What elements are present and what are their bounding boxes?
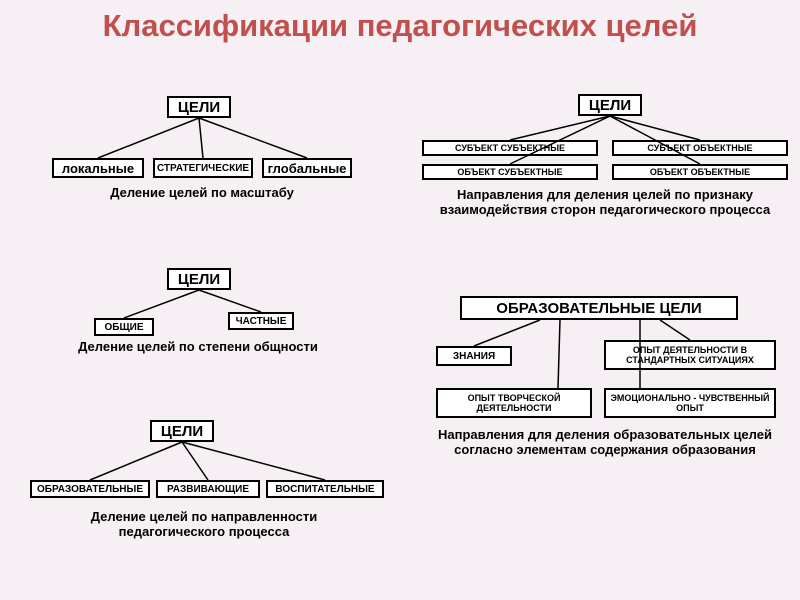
b2-caption: Направления для деления целей по признак… — [420, 188, 790, 218]
b5-child-0: ОБРАЗОВАТЕЛЬНЫЕ — [30, 480, 150, 498]
b1-root: ЦЕЛИ — [167, 96, 231, 118]
page-title: Классификации педагогических целей — [0, 0, 800, 44]
b2-child-2: ОБЪЕКТ СУБЪЕКТНЫЕ — [422, 164, 598, 180]
b4-root: ОБРАЗОВАТЕЛЬНЫЕ ЦЕЛИ — [460, 296, 738, 320]
b3-root: ЦЕЛИ — [167, 268, 231, 290]
b5-root: ЦЕЛИ — [150, 420, 214, 442]
b4-child-2: ОПЫТ ТВОРЧЕСКОЙ ДЕЯТЕЛЬНОСТИ — [436, 388, 592, 418]
b4-caption: Направления для деления образовательных … — [430, 428, 780, 458]
b1-child-1: СТРАТЕГИЧЕСКИЕ — [153, 158, 253, 178]
b4-child-0: ЗНАНИЯ — [436, 346, 512, 366]
b3-child-1: ЧАСТНЫЕ — [228, 312, 294, 330]
b2-root: ЦЕЛИ — [578, 94, 642, 116]
b5-child-1: РАЗВИВАЮЩИЕ — [156, 480, 260, 498]
b2-child-0: СУБЪЕКТ СУБЪЕКТНЫЕ — [422, 140, 598, 156]
b1-child-0: локальные — [52, 158, 144, 178]
b2-child-1: СУБЪЕКТ ОБЪЕКТНЫЕ — [612, 140, 788, 156]
b3-child-0: ОБЩИЕ — [94, 318, 154, 336]
b2-child-3: ОБЪЕКТ ОБЪЕКТНЫЕ — [612, 164, 788, 180]
b5-caption: Деление целей по направленности педагоги… — [54, 510, 354, 540]
b5-child-2: ВОСПИТАТЕЛЬНЫЕ — [266, 480, 384, 498]
b3-caption: Деление целей по степени общности — [78, 340, 318, 355]
b1-child-2: глобальные — [262, 158, 352, 178]
b1-caption: Деление целей по масштабу — [72, 186, 332, 201]
b4-child-3: ЭМОЦИОНАЛЬНО - ЧУВСТВЕННЫЙ ОПЫТ — [604, 388, 776, 418]
b4-child-1: ОПЫТ ДЕЯТЕЛЬНОСТИ В СТАНДАРТНЫХ СИТУАЦИЯ… — [604, 340, 776, 370]
